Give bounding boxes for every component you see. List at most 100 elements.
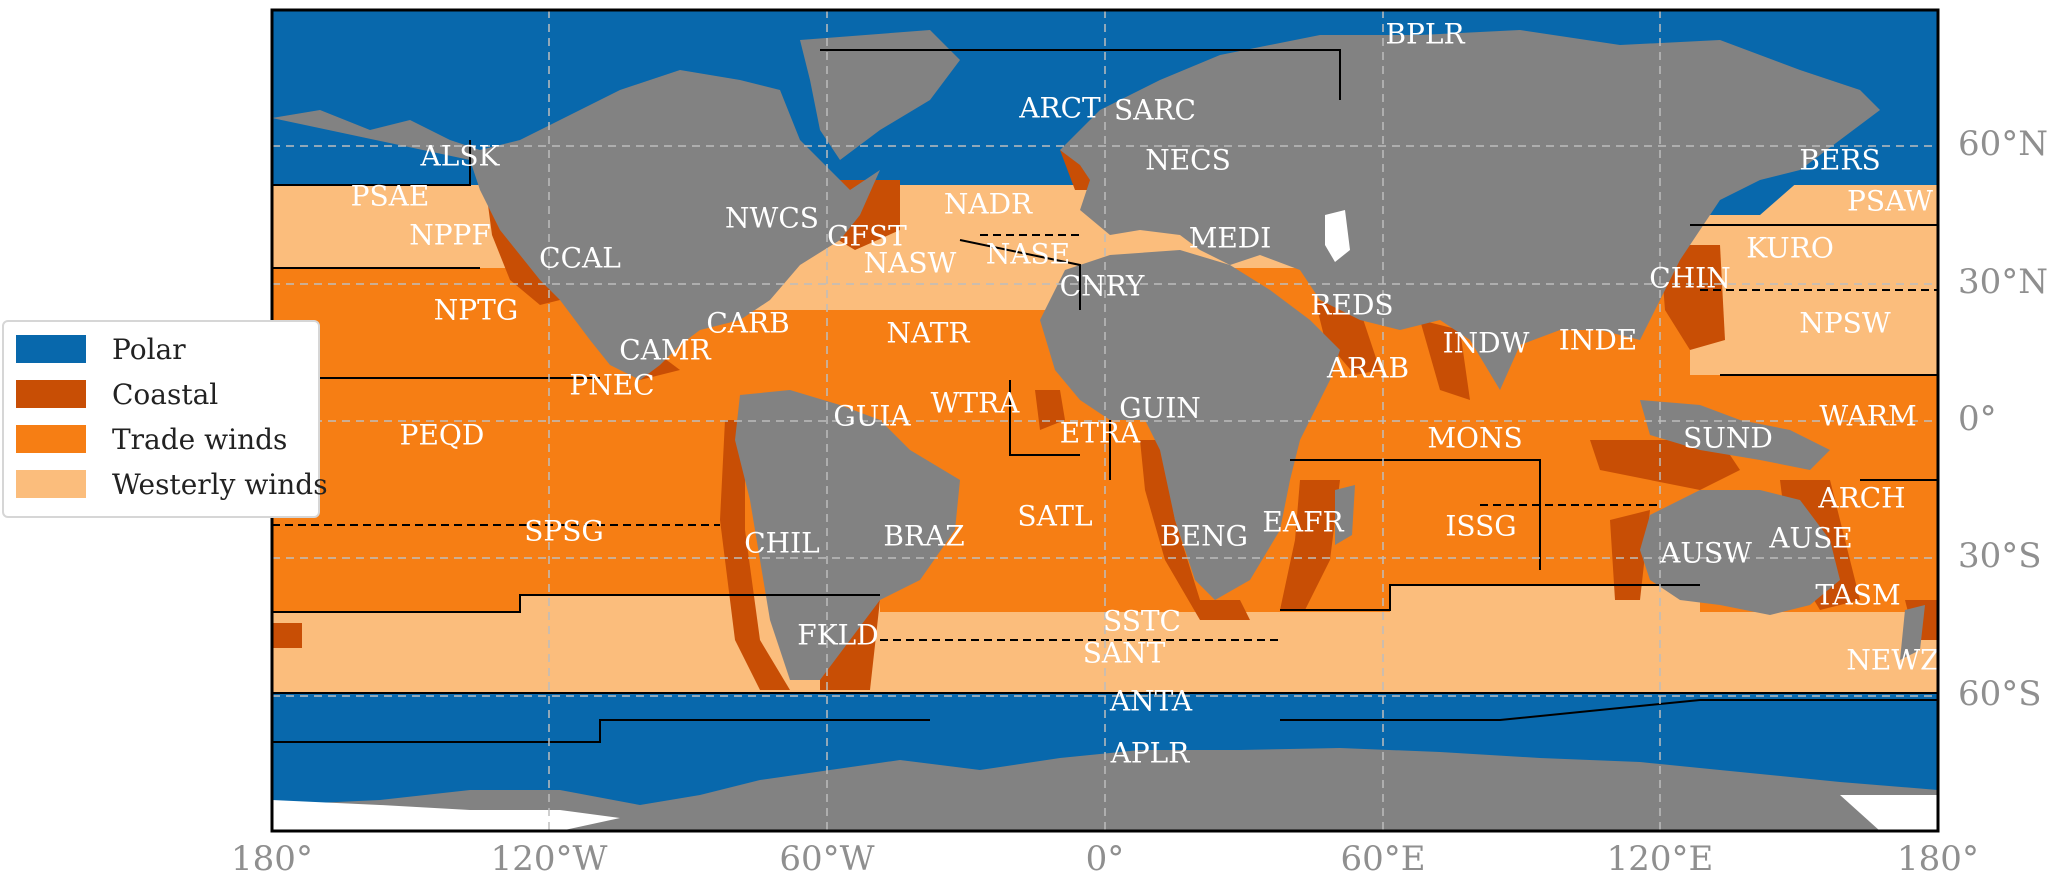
legend-item: Polar (16, 332, 186, 366)
westerly-north-pacific (1690, 225, 1938, 375)
latitude-tick-label: 60°S (1958, 674, 2042, 714)
north-america-land (272, 70, 880, 380)
province-label-sant: SANT (1083, 637, 1166, 670)
legend-item: Trade winds (16, 422, 288, 456)
province-label-ause: AUSE (1768, 522, 1852, 555)
zone-legend: Polar Coastal Trade winds Westerly winds (2, 320, 328, 518)
province-label-bers: BERS (1799, 144, 1880, 177)
legend-item: Westerly winds (16, 467, 328, 501)
province-label-nadr: NADR (944, 188, 1033, 221)
legend-item: Coastal (16, 377, 219, 411)
province-label-nppf: NPPF (409, 219, 491, 252)
province-label-carb: CARB (706, 307, 789, 340)
province-label-natr: NATR (887, 317, 971, 350)
ice-areas (272, 210, 1938, 831)
province-label-mons: MONS (1427, 422, 1522, 455)
province-label-alsk: ALSK (420, 140, 501, 173)
province-label-spsg: SPSG (524, 515, 604, 548)
longitude-tick-label: 120°W (491, 839, 608, 879)
province-label-tasm: TASM (1815, 579, 1900, 612)
province-label-chil: CHIL (744, 527, 820, 560)
map-plot-area: BPLR ARCT SARC ALSK NECS BERS PSAE NADR NWCS PSAW… (272, 10, 1939, 831)
province-label-issg: ISSG (1445, 510, 1516, 543)
latitude-tick-label: 30°N (1958, 262, 2048, 302)
province-label-etra: ETRA (1060, 417, 1141, 450)
province-label-nasw: NASW (864, 247, 957, 280)
caspian-sea (1325, 210, 1350, 262)
province-label-npsw: NPSW (1799, 307, 1891, 340)
legend-label: Coastal (112, 377, 219, 411)
province-label-braz: BRAZ (883, 520, 964, 553)
province-boundaries (272, 49, 1938, 743)
province-label-inde: INDE (1559, 324, 1637, 357)
longitude-tick-label: 60°W (779, 839, 874, 879)
province-label-arct: ARCT (1018, 92, 1101, 125)
province-label-psaw: PSAW (1847, 185, 1933, 218)
province-label-guin: GUIN (1119, 392, 1201, 425)
province-label-peqd: PEQD (400, 419, 485, 452)
province-label-anta: ANTA (1109, 685, 1193, 718)
graticule (272, 10, 1938, 831)
province-label-ccal: CCAL (539, 242, 621, 275)
province-label-eafr: EAFR (1262, 506, 1344, 539)
province-label-cnry: CNRY (1060, 270, 1145, 303)
longitude-tick-label: 180° (231, 839, 313, 879)
latitude-tick-label: 0° (1958, 399, 1997, 439)
province-boundaries-dashed (272, 234, 1938, 641)
province-label-kuro: KURO (1746, 232, 1834, 265)
province-label-chin: CHIN (1649, 262, 1730, 295)
province-label-sstc: SSTC (1103, 605, 1181, 638)
africa-land (1040, 250, 1340, 600)
province-label-sund: SUND (1683, 422, 1773, 455)
new-zealand-land (1900, 605, 1925, 660)
westerly-north-atlantic (740, 232, 1080, 310)
province-label-wtra: WTRA (931, 387, 1021, 420)
province-label-satl: SATL (1017, 500, 1092, 533)
legend-swatch (16, 425, 86, 453)
province-label-ausw: AUSW (1659, 537, 1752, 570)
province-label-camr: CAMR (619, 334, 711, 367)
province-label-indw: INDW (1443, 327, 1530, 360)
province-label-newz: NEWZ (1846, 644, 1939, 677)
greenland-land (800, 30, 960, 160)
legend-label: Trade winds (112, 422, 288, 456)
province-label-reds: REDS (1310, 289, 1393, 322)
eurasia-land (1060, 30, 1880, 390)
latitude-axis: 60°N 30°N 0° 30°S 60°S (1958, 124, 2048, 714)
legend-swatch (16, 380, 86, 408)
antarctica-land (272, 748, 1938, 831)
longitude-tick-label: 120°E (1607, 839, 1714, 879)
legend-label: Westerly winds (112, 467, 328, 501)
province-label-bplr: BPLR (1385, 18, 1465, 51)
australia-land (1640, 490, 1840, 615)
longitude-axis: 180° 120°W 60°W 0° 60°E 120°E 180° (231, 839, 1979, 879)
province-label-medi: MEDI (1189, 222, 1272, 255)
legend-label: Polar (112, 332, 186, 366)
south-america-land (735, 390, 960, 680)
maritime-continent-land (1640, 400, 1830, 470)
latitude-tick-label: 30°S (1958, 536, 2042, 576)
longitude-tick-label: 0° (1086, 839, 1125, 879)
province-label-aplr: APLR (1110, 737, 1191, 770)
province-label-arab: ARAB (1326, 352, 1409, 385)
province-label-psae: PSAE (351, 180, 430, 213)
province-label-guia: GUIA (833, 400, 911, 433)
province-label-nwcs: NWCS (725, 202, 819, 235)
legend-swatch (16, 335, 86, 363)
latitude-tick-label: 60°N (1958, 124, 2048, 164)
land-masses (272, 30, 1938, 831)
madagascar-land (1335, 485, 1355, 545)
province-label-nptg: NPTG (434, 294, 518, 327)
province-label-pnec: PNEC (569, 369, 654, 402)
province-label-beng: BENG (1160, 520, 1248, 553)
legend-swatch (16, 470, 86, 498)
province-label-sarc: SARC (1114, 94, 1196, 127)
longitude-tick-label: 60°E (1340, 839, 1425, 879)
province-label-gfst: GFST (827, 220, 907, 253)
province-label-arch: ARCH (1817, 482, 1905, 515)
province-label-fkld: FKLD (797, 619, 878, 652)
province-label-nase: NASE (986, 238, 1070, 271)
province-label-necs: NECS (1145, 144, 1231, 177)
province-label-warm: WARM (1819, 400, 1916, 433)
